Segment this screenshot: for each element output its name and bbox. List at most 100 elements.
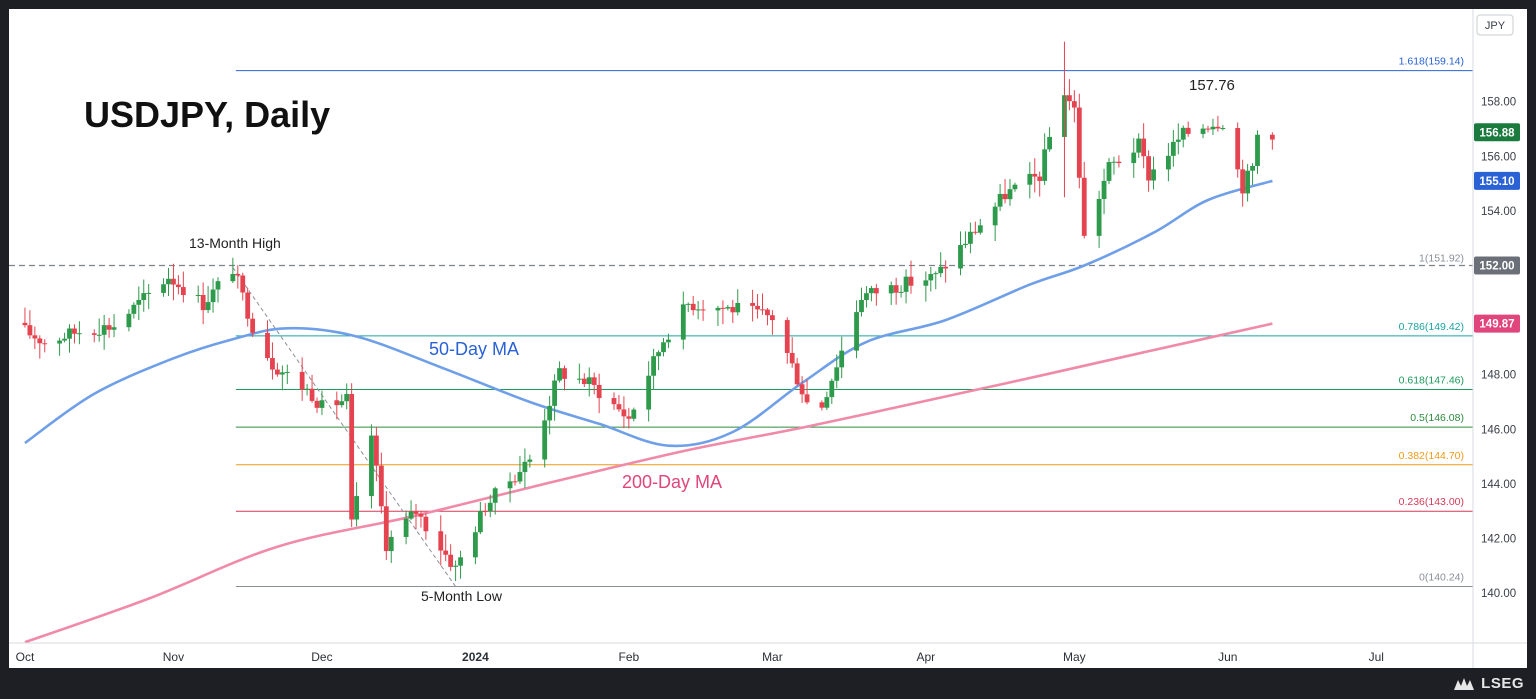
candle-body [1146,156,1151,181]
candle [735,289,741,316]
candle [1136,133,1142,158]
candle [423,513,429,540]
candle [1067,79,1072,111]
chart-title: USDJPY, Daily [84,94,330,135]
candle-body [477,511,483,533]
price-badge: 152.00 [1474,256,1520,275]
candle-body [62,338,67,341]
candle [453,560,458,582]
candle-body [908,276,914,286]
candle [646,361,652,422]
candle [972,221,978,235]
footer-bar [0,668,1536,699]
y-tick-label: 148.00 [1481,370,1516,382]
candle [923,271,929,302]
candle-body [408,511,414,519]
candle-body [339,401,345,406]
candle [770,310,775,335]
candle [265,320,270,361]
candle [750,289,755,322]
price-badge-label: 155.10 [1479,176,1514,188]
candle [62,332,67,343]
candle [1076,93,1082,189]
candle-body [562,368,567,379]
candle-body [977,225,983,233]
candle [903,269,909,304]
price-badge: 155.10 [1474,171,1520,190]
50-day-ma-line [24,179,1273,448]
candle-body [616,404,622,410]
candle-body [968,231,973,244]
candle [111,314,117,338]
candle [1170,130,1176,167]
candle [997,183,1003,212]
y-tick-label: 158.00 [1481,97,1516,109]
candle-body [453,565,458,567]
candle [661,337,666,357]
candle [784,317,790,364]
candle [958,231,963,276]
candle-body [1141,138,1147,157]
lseg-logo: LSEG [1453,675,1524,692]
candle [651,348,656,390]
candle-body [354,496,359,520]
candle [215,277,221,303]
candle [1240,159,1246,207]
candle-body [789,352,795,364]
candle-body [596,384,602,399]
candle [304,384,310,396]
candle [1235,122,1241,178]
candle-body [685,303,691,305]
y-tick-label: 140.00 [1481,588,1516,600]
candle-body [166,278,171,285]
candle-body [334,400,340,406]
candle [492,486,498,515]
annotation-5-month-low: 5-Month Low [421,588,503,604]
candle [1116,155,1122,168]
candle [349,383,355,527]
candle [1215,115,1221,132]
candle [91,329,97,343]
candle [403,510,409,545]
candle-body [275,369,280,375]
candle-body [319,400,325,408]
candle-body [1175,139,1181,142]
candle-body [794,363,800,385]
candle-body [57,340,62,344]
x-tick-label: Apr [917,650,936,664]
candle [314,397,320,414]
candle [106,317,112,338]
candle-body [770,315,775,321]
candle-body [32,335,38,339]
candle [928,266,934,292]
candle-body [700,309,706,311]
fib-label: 0(140.24) [1419,572,1464,584]
candle [1071,90,1077,123]
candle [473,526,478,565]
candle [829,378,835,404]
candle-body [958,245,963,269]
candle-body [893,285,899,293]
candle [680,291,686,350]
candle-body [1210,126,1216,130]
candle [626,407,632,429]
candle [562,365,567,391]
candle-body [1076,107,1082,178]
candle [1096,190,1102,248]
price-badge-bg [1474,256,1520,275]
candle [418,510,424,528]
candle [205,286,211,314]
candle [760,293,765,315]
candle [1151,156,1156,190]
candle-body [869,288,874,294]
candle-body [1185,127,1191,134]
candle [730,299,736,323]
candle [245,287,251,327]
candle-body [176,284,181,288]
candle-body [1067,95,1072,102]
price-badge-label: 149.87 [1479,319,1514,331]
candle-body [1002,193,1008,200]
candle-body [304,388,310,390]
candle-body [101,325,107,335]
candle-body [888,285,894,294]
